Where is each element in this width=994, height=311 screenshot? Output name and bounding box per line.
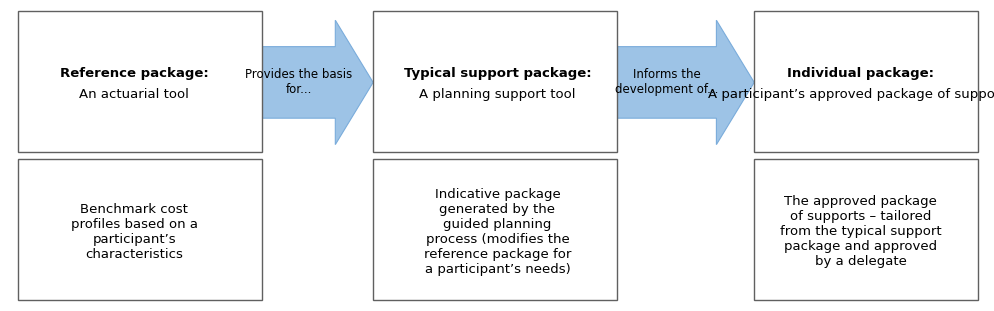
Text: An actuarial tool: An actuarial tool (80, 88, 189, 101)
Text: The approved package
of supports – tailored
from the typical support
package and: The approved package of supports – tailo… (779, 195, 940, 268)
Text: A planning support tool: A planning support tool (418, 88, 576, 101)
FancyBboxPatch shape (373, 11, 616, 152)
Text: Typical support package:: Typical support package: (404, 67, 590, 80)
FancyBboxPatch shape (373, 159, 616, 300)
Text: A participant’s approved package of supports: A participant’s approved package of supp… (708, 88, 994, 101)
Text: Benchmark cost
profiles based on a
participant’s
characteristics: Benchmark cost profiles based on a parti… (71, 203, 198, 261)
Polygon shape (261, 20, 373, 145)
Polygon shape (616, 20, 753, 145)
FancyBboxPatch shape (753, 11, 977, 152)
Text: Individual package:: Individual package: (786, 67, 933, 80)
FancyBboxPatch shape (753, 159, 977, 300)
Text: Indicative package
generated by the
guided planning
process (modifies the
refere: Indicative package generated by the guid… (423, 188, 571, 276)
Text: Informs the
development of...: Informs the development of... (614, 68, 718, 96)
FancyBboxPatch shape (18, 11, 261, 152)
Text: Reference package:: Reference package: (60, 67, 209, 80)
FancyBboxPatch shape (18, 159, 261, 300)
Text: Provides the basis
for...: Provides the basis for... (245, 68, 352, 96)
